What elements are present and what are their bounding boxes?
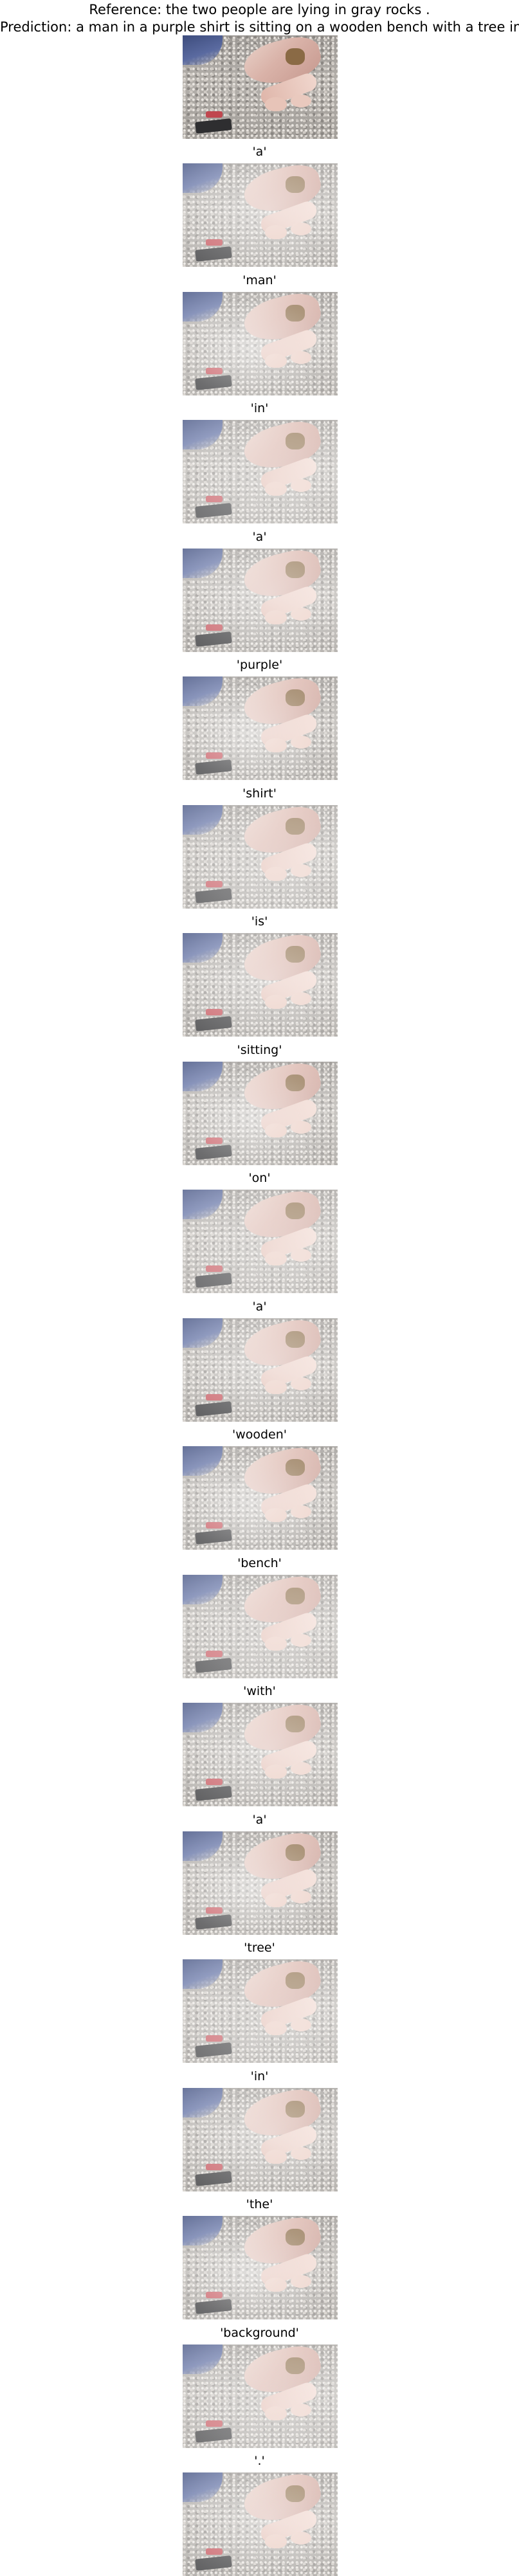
token-label: 'a' <box>252 529 267 544</box>
attention-map-image <box>183 2088 338 2191</box>
photo-scene <box>183 549 338 652</box>
attention-map-image <box>183 1062 338 1165</box>
photo-scene <box>183 1959 338 2063</box>
prediction-caption: Prediction: a man in a purple shirt is s… <box>0 19 519 35</box>
attention-overlay <box>183 1062 338 1165</box>
attention-overlay <box>183 549 338 652</box>
photo-scene <box>183 1062 338 1165</box>
attention-overlay <box>183 420 338 523</box>
token-label: '.' <box>254 2454 265 2468</box>
attention-map-image <box>183 1446 338 1550</box>
photo-scene <box>183 933 338 1037</box>
photo-scene <box>183 1318 338 1422</box>
attention-map-image <box>183 1959 338 2063</box>
attention-map-image <box>183 163 338 267</box>
token-label: 'on' <box>248 1171 271 1185</box>
attention-map-image <box>183 805 338 909</box>
attention-map-image <box>183 2345 338 2448</box>
photo-scene <box>183 2216 338 2319</box>
attention-overlay <box>183 292 338 395</box>
reference-caption: Reference: the two people are lying in g… <box>89 2 430 17</box>
token-label: 'in' <box>250 401 269 415</box>
attention-overlay <box>183 933 338 1037</box>
attention-overlay <box>183 2345 338 2448</box>
token-label: 'man' <box>242 273 277 287</box>
token-label: 'shirt' <box>242 786 277 801</box>
token-label: 'in' <box>250 2069 269 2083</box>
attention-overlay <box>183 676 338 780</box>
token-label: 'with' <box>243 1684 276 1698</box>
token-label: 'a' <box>252 1812 267 1827</box>
photo-scene <box>183 2345 338 2448</box>
attention-overlay <box>183 1190 338 1293</box>
attention-map-image <box>183 1575 338 1678</box>
token-label: 'background' <box>220 2325 299 2340</box>
attention-overlay <box>183 1446 338 1550</box>
attention-overlay <box>183 1703 338 1806</box>
photo-scene <box>183 676 338 780</box>
attention-map-image <box>183 292 338 395</box>
token-label: 'a' <box>252 145 267 159</box>
token-label: 'a' <box>252 1299 267 1314</box>
figure-header: Reference: the two people are lying in g… <box>0 1 519 36</box>
photo-scene <box>183 35 338 139</box>
attention-map-image <box>183 1703 338 1806</box>
token-label: 'the' <box>246 2197 273 2211</box>
attention-overlay <box>183 2472 338 2576</box>
attention-overlay <box>183 2216 338 2319</box>
token-label: 'tree' <box>244 1941 275 1955</box>
attention-map-image <box>183 549 338 652</box>
photo-scene <box>183 2472 338 2576</box>
photo-scene <box>183 1190 338 1293</box>
attention-map-image <box>183 420 338 523</box>
photo-scene <box>183 2088 338 2191</box>
photo-scene <box>183 1703 338 1806</box>
token-label: 'wooden' <box>232 1428 287 1442</box>
photo-scene <box>183 420 338 523</box>
attention-overlay <box>183 163 338 267</box>
photo-scene <box>183 163 338 267</box>
token-label: 'sitting' <box>237 1042 282 1057</box>
attention-map-image <box>183 676 338 780</box>
attention-map-image <box>183 2216 338 2319</box>
token-label: 'purple' <box>236 658 283 672</box>
attention-overlay <box>183 1959 338 2063</box>
original-image <box>183 35 338 139</box>
attention-map-image <box>183 2472 338 2576</box>
attention-overlay <box>183 1831 338 1935</box>
attention-map-image <box>183 1831 338 1935</box>
attention-map-image <box>183 933 338 1037</box>
photo-scene <box>183 805 338 909</box>
photo-scene <box>183 1831 338 1935</box>
photo-scene <box>183 292 338 395</box>
photo-scene <box>183 1446 338 1550</box>
attention-map-image <box>183 1190 338 1293</box>
photo-scene <box>183 1575 338 1678</box>
attention-overlay <box>183 2088 338 2191</box>
attention-overlay <box>183 1575 338 1678</box>
attention-overlay <box>183 805 338 909</box>
attention-overlay <box>183 1318 338 1422</box>
token-label: 'bench' <box>237 1556 282 1570</box>
attention-map-image <box>183 1318 338 1422</box>
token-label: 'is' <box>251 914 268 929</box>
